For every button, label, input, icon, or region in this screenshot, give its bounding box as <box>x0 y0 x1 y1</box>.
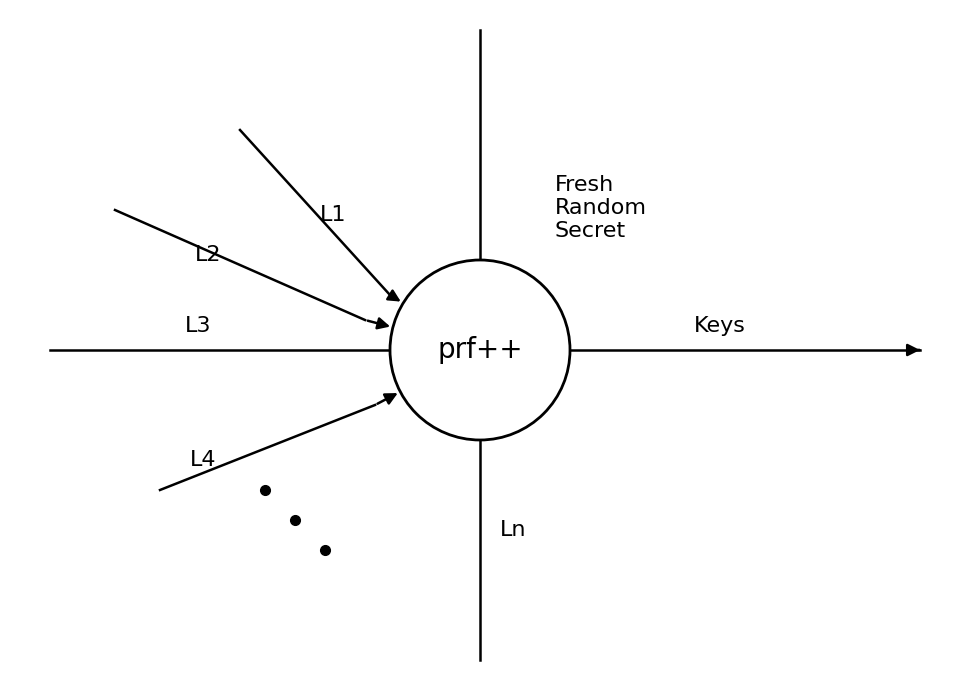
Text: L3: L3 <box>185 316 211 336</box>
Text: L1: L1 <box>320 205 347 225</box>
Text: L2: L2 <box>195 245 222 265</box>
Text: prf++: prf++ <box>437 336 523 364</box>
Text: Fresh
Random
Secret: Fresh Random Secret <box>555 175 647 241</box>
Circle shape <box>390 260 570 440</box>
Text: Ln: Ln <box>500 520 526 540</box>
Text: Keys: Keys <box>694 316 746 336</box>
Text: L4: L4 <box>190 450 217 470</box>
